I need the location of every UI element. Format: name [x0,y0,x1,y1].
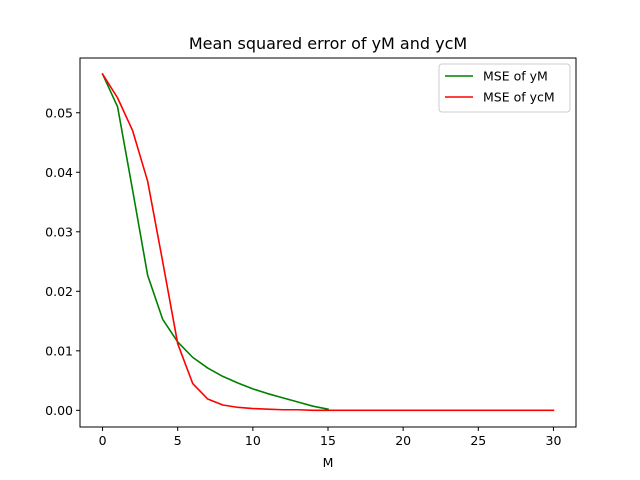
x-tick-label: 15 [320,433,336,448]
legend: MSE of yM MSE of ycM [438,63,571,113]
x-tick-label: 20 [395,433,411,448]
x-tick-label: 25 [470,433,486,448]
series-line-2 [101,72,555,412]
y-axis: 0.00 0.01 0.02 0.03 0.04 0.05 [45,105,80,418]
series-layer [101,72,555,412]
x-axis-label: M [323,455,334,470]
legend-label: MSE of yM [483,69,548,84]
y-tick-label: 0.00 [45,403,73,418]
y-tick-label: 0.02 [45,284,73,299]
y-tick-label: 0.05 [45,105,73,120]
chart-title: Mean squared error of yM and ycM [189,34,467,53]
series-line-1 [101,73,329,411]
y-tick-label: 0.01 [45,343,73,358]
y-tick-label: 0.03 [45,224,73,239]
x-tick-label: 30 [546,433,562,448]
x-axis: 0 5 10 15 20 25 30 [99,427,562,448]
y-tick-label: 0.04 [45,165,73,180]
x-tick-label: 0 [99,433,107,448]
x-tick-label: 5 [174,433,182,448]
legend-label: MSE of ycM [483,90,555,105]
x-tick-label: 10 [245,433,261,448]
